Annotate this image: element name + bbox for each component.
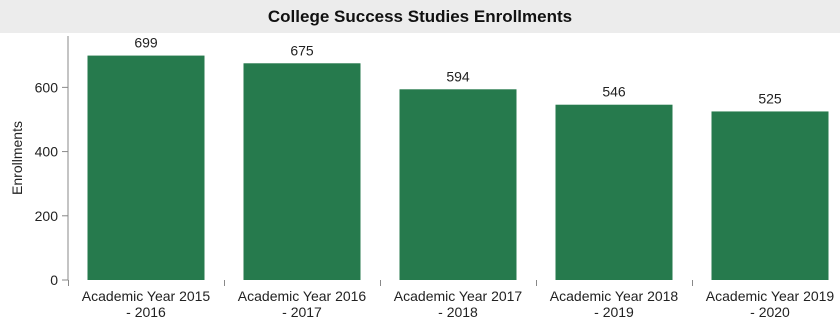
x-tick-label: Academic Year 2018- 2019 [550,288,679,320]
chart-title: College Success Studies Enrollments [267,6,573,26]
y-tick-label: 400 [35,144,59,160]
x-tick-label: Academic Year 2015- 2016 [82,288,211,320]
y-tick-label: 0 [50,272,58,288]
y-tick-label: 600 [35,79,59,95]
bar-value-label: 546 [602,84,626,100]
bar [399,89,517,280]
bar [711,111,829,281]
bar-value-label: 594 [446,68,470,84]
bars: 699 675 594 546 525 [87,35,829,281]
x-tick-label: Academic Year 2016- 2017 [238,288,367,320]
x-tick-label: Academic Year 2017- 2018 [394,288,523,320]
x-tick-label: Academic Year 2019- 2020 [706,288,835,320]
bar [87,55,205,280]
bar-value-label: 525 [758,90,782,106]
bar-value-label: 675 [290,42,314,58]
chart-title-bar: College Success Studies Enrollments [0,0,840,33]
axes: 0 200 400 600 Enrollments Academic Year 2015-… [9,36,834,320]
bar [243,63,361,280]
y-tick-label: 200 [35,208,59,224]
y-axis-title: Enrollments [9,121,25,195]
bar-value-label: 699 [134,35,158,51]
bar [555,104,673,280]
